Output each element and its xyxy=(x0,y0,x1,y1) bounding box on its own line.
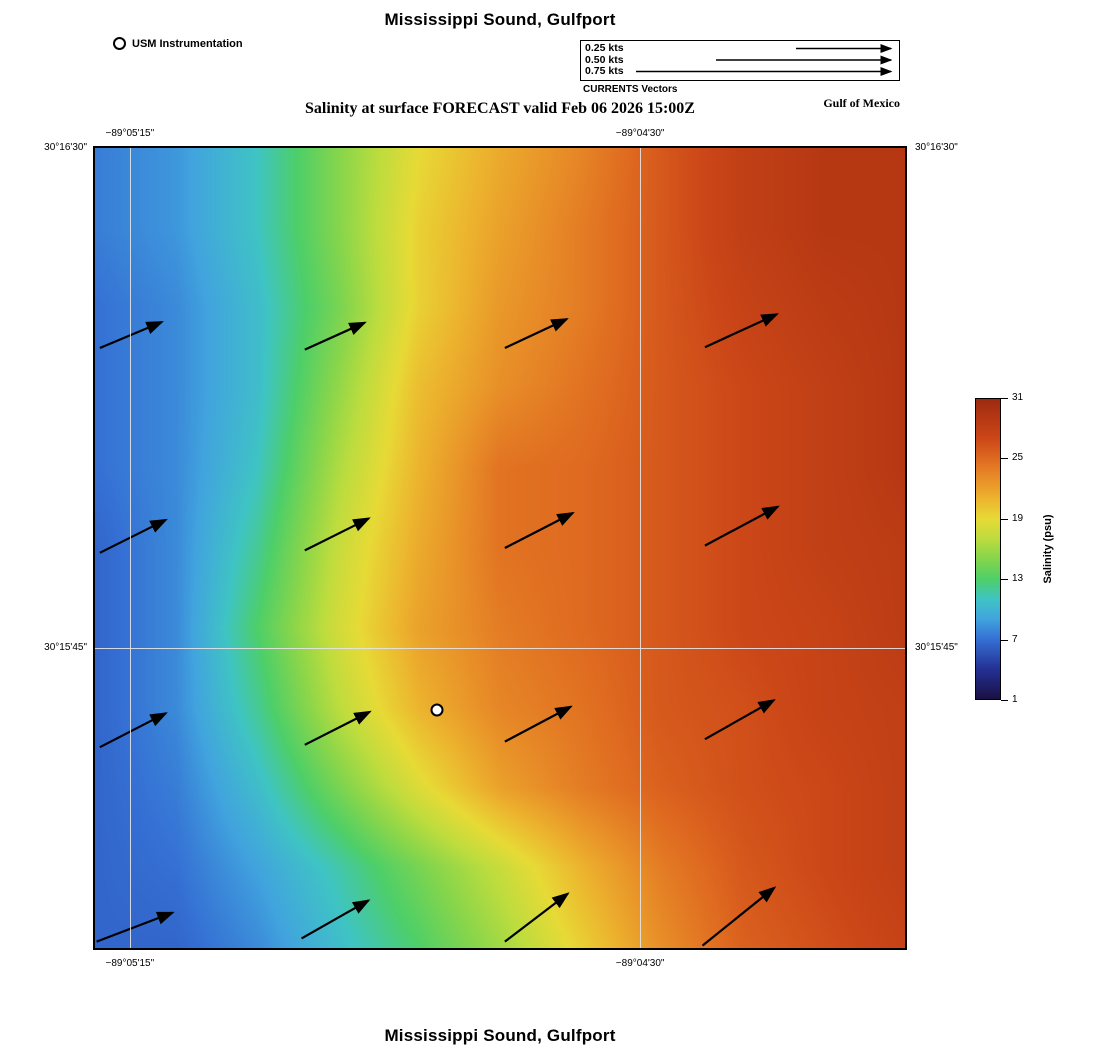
current-vector-arrow xyxy=(504,892,570,943)
current-vector-arrow xyxy=(301,899,371,940)
currents-legend-item-label: 0.25 kts xyxy=(585,42,624,54)
salinity-colorbar xyxy=(975,398,1001,700)
current-vector-arrow xyxy=(704,699,776,741)
current-vector-arrow xyxy=(504,511,575,549)
current-vector-arrow xyxy=(304,517,371,552)
instrument-legend-icon xyxy=(113,37,126,50)
colorbar-tick-label: 1 xyxy=(1012,694,1018,705)
current-vector-arrow xyxy=(704,313,779,349)
axis-tick-label: −89°04'30" xyxy=(615,958,665,969)
current-vector-arrow xyxy=(99,320,164,350)
colorbar-tick xyxy=(1001,579,1008,581)
colorbar-tick xyxy=(1001,639,1008,641)
colorbar-tick xyxy=(1001,518,1008,520)
map-gridline-vertical xyxy=(129,148,131,948)
instrument-station-marker xyxy=(430,703,444,717)
current-vector-arrow xyxy=(504,318,569,349)
axis-tick-label: 30°15'45" xyxy=(915,642,958,653)
colorbar-tick-label: 25 xyxy=(1012,452,1024,464)
current-vector-arrow xyxy=(304,321,367,351)
current-vector-arrow xyxy=(96,911,175,943)
axis-tick-label: −89°04'30" xyxy=(615,128,665,139)
colorbar-tick-label: 13 xyxy=(1012,573,1024,585)
colorbar-tick xyxy=(1001,398,1008,399)
forecast-subtitle: Salinity at surface FORECAST valid Feb 0… xyxy=(305,100,695,117)
gulf-of-mexico-label: Gulf of Mexico xyxy=(823,96,900,110)
axis-tick-label: −89°05'15" xyxy=(105,128,155,139)
axis-tick-label: 30°16'30" xyxy=(44,142,87,153)
map-gridline-vertical xyxy=(640,148,642,948)
salinity-map xyxy=(93,146,907,950)
map-gridline-horizontal xyxy=(95,648,905,649)
currents-legend-box: 0.25 kts 0.50 kts 0.75 kts xyxy=(580,40,900,81)
currents-legend-title: CURRENTS Vectors xyxy=(583,84,678,95)
colorbar-tick-label: 19 xyxy=(1012,512,1024,524)
axis-tick-label: 30°16'30" xyxy=(915,142,958,153)
usm-instrumentation-legend: USM Instrumentation xyxy=(113,37,243,50)
colorbar-tick xyxy=(1001,458,1008,460)
current-vector-arrow xyxy=(304,710,372,746)
colorbar-tick xyxy=(1001,700,1008,701)
current-vector-arrow xyxy=(99,518,168,554)
current-vector-arrow xyxy=(701,886,777,947)
usm-instrumentation-label: USM Instrumentation xyxy=(132,37,243,50)
colorbar-tick-label: 7 xyxy=(1012,633,1018,645)
current-vector-arrow xyxy=(704,505,780,547)
salinity-heatmap-canvas xyxy=(95,148,905,948)
current-vector-arrow xyxy=(99,712,168,749)
colorbar-tick-label: 31 xyxy=(1012,392,1024,403)
page-title-top: Mississippi Sound, Gulfport xyxy=(384,10,616,29)
current-vectors-layer xyxy=(96,313,780,947)
currents-legend-arrows xyxy=(636,44,893,76)
current-vector-arrow xyxy=(504,705,573,743)
currents-legend-item-label: 0.50 kts xyxy=(585,53,624,66)
axis-tick-label: 30°15'45" xyxy=(44,642,87,653)
page-title-bottom: Mississippi Sound, Gulfport xyxy=(384,1026,616,1045)
colorbar-axis-label: Salinity (psu) xyxy=(1042,514,1054,584)
axis-tick-label: −89°05'15" xyxy=(105,958,155,969)
currents-legend-item-label: 0.75 kts xyxy=(585,65,624,77)
